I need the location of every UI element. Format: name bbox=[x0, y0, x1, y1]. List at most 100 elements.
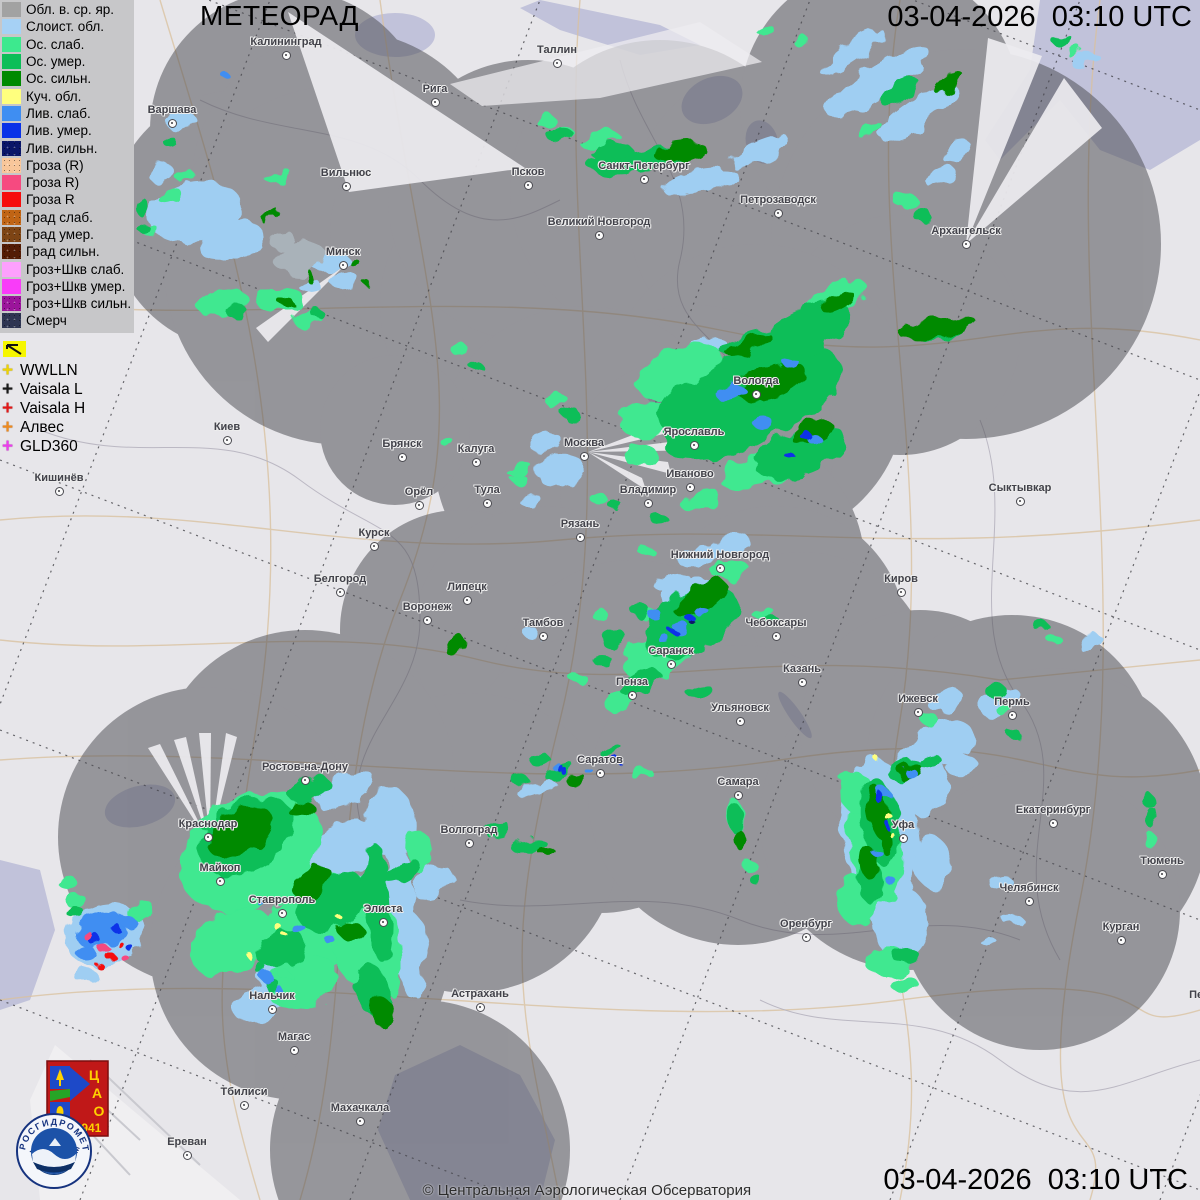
city-label: Иваново bbox=[666, 468, 714, 480]
lightning-source-item: + Vaisala L bbox=[2, 379, 85, 401]
legend-item-label: Град умер. bbox=[26, 227, 94, 242]
precipitation-blob bbox=[940, 139, 970, 161]
tornado-marker-icon bbox=[3, 341, 26, 357]
radar-coverage-circle bbox=[270, 1000, 570, 1200]
precipitation-blob bbox=[685, 615, 695, 621]
precipitation-blob bbox=[602, 630, 628, 650]
timestamp-bottom: 03-04-2026 03:10 UTC bbox=[883, 1164, 1188, 1196]
legend-item-label: Гроза R) bbox=[26, 175, 80, 191]
city-marker-dot bbox=[341, 181, 351, 191]
precipitation-blob bbox=[438, 436, 452, 444]
city-marker-dot bbox=[666, 659, 676, 669]
precipitation-blob bbox=[277, 927, 285, 933]
city-label: Архангельск bbox=[931, 225, 1001, 237]
precipitation-blob bbox=[269, 230, 295, 250]
precipitation-blob bbox=[512, 475, 528, 485]
precipitation-blob bbox=[256, 965, 268, 975]
precipitation-blob bbox=[337, 916, 343, 920]
precipitation-blob bbox=[894, 191, 916, 209]
precipitation-blob bbox=[1067, 47, 1083, 57]
precipitation-blob bbox=[946, 755, 978, 777]
city-label: Брянск bbox=[382, 438, 422, 450]
precipitation-blob bbox=[571, 675, 589, 685]
blocked-beam-sector bbox=[174, 737, 210, 845]
city-label: Челябинск bbox=[999, 882, 1059, 894]
city-marker-dot bbox=[267, 1004, 277, 1014]
precipitation-blob bbox=[99, 946, 111, 954]
cao-letter: Ц bbox=[89, 1067, 100, 1083]
precipitation-blob bbox=[629, 766, 651, 778]
lightning-cross-icon: + bbox=[2, 397, 14, 419]
lightning-cross-icon: + bbox=[2, 435, 14, 457]
city-label: Краснодар bbox=[178, 818, 238, 830]
precipitation-blob bbox=[750, 875, 762, 885]
precipitation-blob bbox=[107, 954, 117, 962]
precipitation-blob bbox=[820, 28, 884, 76]
city-label: Тбилиси bbox=[220, 1086, 268, 1098]
page-title: МЕТЕОРАД bbox=[200, 0, 359, 31]
city-label: Воронеж bbox=[402, 601, 452, 613]
city-marker-dot bbox=[277, 908, 287, 918]
precipitation-blob bbox=[117, 941, 123, 947]
radar-coverage-circle bbox=[900, 770, 1180, 1050]
roshydromet-logo: РОСГИДРОМЕТ ROSHYDROMET bbox=[12, 1105, 92, 1189]
city-marker-dot bbox=[167, 118, 177, 128]
precipitation-blob bbox=[800, 432, 812, 440]
lightning-cross-icon: + bbox=[2, 379, 14, 401]
lightning-source-label: Vaisala H bbox=[20, 399, 86, 417]
precipitation-blob bbox=[146, 162, 174, 182]
precipitation-blob bbox=[913, 208, 931, 222]
copyright-text: © Центральная Аэрологическая Обсерватори… bbox=[422, 1182, 752, 1199]
legend-item: Ос. умер. bbox=[2, 53, 134, 70]
precipitation-blob bbox=[257, 898, 267, 906]
precipitation-blob bbox=[451, 344, 469, 356]
blocked-beam-sector bbox=[148, 744, 210, 845]
precipitation-blob bbox=[75, 945, 95, 959]
legend-color-swatch bbox=[2, 175, 21, 191]
city-marker-dot bbox=[215, 876, 225, 886]
city-label: Ижевск bbox=[898, 693, 938, 705]
legend-item-label: Лив. слаб. bbox=[26, 105, 91, 121]
city-label: Петрозаводск bbox=[740, 194, 816, 206]
city-marker-dot bbox=[523, 180, 533, 190]
city-label: Нальчик bbox=[249, 990, 295, 1002]
city-label: Пенза bbox=[615, 676, 649, 688]
city-label: Екатеринбург bbox=[1015, 804, 1091, 816]
lightning-source-item: + WWLLN bbox=[2, 361, 85, 381]
legend-item-label: Гроза (R) bbox=[26, 157, 84, 173]
city-marker-dot bbox=[538, 631, 548, 641]
city-marker-dot bbox=[733, 790, 743, 800]
precipitation-blob bbox=[592, 655, 612, 665]
lightning-source-item: + GLD360 bbox=[2, 437, 85, 456]
lightning-source-label: GLD360 bbox=[20, 437, 78, 455]
precipitation-blob bbox=[66, 906, 84, 918]
legend-color-swatch bbox=[2, 54, 21, 70]
legend-item: Лив. сильн. bbox=[2, 139, 134, 156]
legend-color-swatch bbox=[2, 157, 21, 173]
precipitation-blob bbox=[64, 893, 86, 907]
precipitation-blob bbox=[325, 936, 335, 944]
precipitation-blob bbox=[658, 383, 726, 441]
city-marker-dot bbox=[430, 97, 440, 107]
precipitation-blob bbox=[507, 463, 533, 477]
precipitation-blob bbox=[915, 719, 975, 765]
city-marker-dot bbox=[338, 260, 348, 270]
precipitation-blob bbox=[876, 757, 880, 763]
precipitation-blob bbox=[347, 256, 357, 264]
precipitation-blob bbox=[927, 687, 963, 713]
legend-item: Град слаб. bbox=[2, 209, 134, 226]
city-marker-dot bbox=[335, 587, 345, 597]
city-marker-dot bbox=[462, 595, 472, 605]
city-marker-dot bbox=[751, 389, 761, 399]
precipitation-blob bbox=[1147, 833, 1157, 851]
city-label: Минск bbox=[325, 246, 361, 258]
precipitation-blob bbox=[206, 805, 274, 859]
precipitation-blob bbox=[821, 291, 855, 313]
precipitation-blob bbox=[586, 769, 594, 775]
city-label: Вильнюс bbox=[320, 167, 372, 179]
city-marker-dot bbox=[1024, 896, 1034, 906]
city-label: Тамбов bbox=[522, 617, 564, 629]
precipitation-blob bbox=[524, 629, 540, 639]
precipitation-blob bbox=[516, 783, 544, 797]
